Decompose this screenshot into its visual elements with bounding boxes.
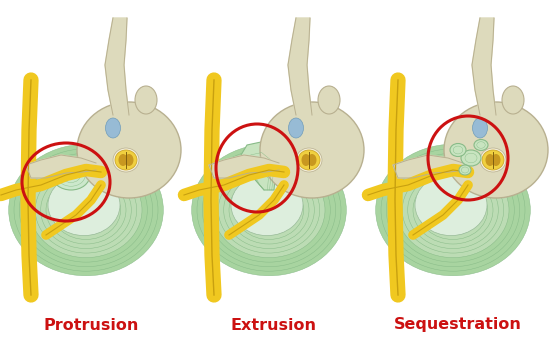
Ellipse shape <box>450 208 455 212</box>
Ellipse shape <box>78 203 94 217</box>
Ellipse shape <box>459 165 471 175</box>
Ellipse shape <box>240 185 298 235</box>
Ellipse shape <box>502 86 524 114</box>
Ellipse shape <box>9 144 163 276</box>
Ellipse shape <box>261 203 277 217</box>
Ellipse shape <box>307 154 316 166</box>
Ellipse shape <box>419 180 488 239</box>
Ellipse shape <box>113 148 139 172</box>
Ellipse shape <box>301 154 311 166</box>
Ellipse shape <box>486 154 494 166</box>
Ellipse shape <box>213 162 325 258</box>
Ellipse shape <box>376 144 530 276</box>
Text: Protrusion: Protrusion <box>43 317 139 333</box>
Ellipse shape <box>106 118 120 138</box>
Ellipse shape <box>245 190 293 230</box>
Polygon shape <box>26 155 96 178</box>
Ellipse shape <box>135 86 157 114</box>
Ellipse shape <box>191 144 346 276</box>
Ellipse shape <box>434 194 472 226</box>
Ellipse shape <box>439 199 466 221</box>
Ellipse shape <box>474 139 488 150</box>
Ellipse shape <box>266 208 272 212</box>
Polygon shape <box>241 142 277 190</box>
Ellipse shape <box>52 160 90 190</box>
Ellipse shape <box>30 162 142 258</box>
Ellipse shape <box>491 157 496 164</box>
Ellipse shape <box>124 157 129 164</box>
Ellipse shape <box>450 144 466 157</box>
Ellipse shape <box>73 199 100 221</box>
Ellipse shape <box>260 102 364 198</box>
Ellipse shape <box>424 185 482 235</box>
Ellipse shape <box>413 176 493 244</box>
Ellipse shape <box>461 150 481 166</box>
Polygon shape <box>472 18 496 115</box>
Ellipse shape <box>231 175 303 236</box>
Ellipse shape <box>202 153 336 267</box>
Ellipse shape <box>41 171 131 248</box>
Ellipse shape <box>403 167 504 253</box>
Ellipse shape <box>19 153 153 267</box>
Ellipse shape <box>35 167 136 253</box>
Ellipse shape <box>229 176 309 244</box>
Ellipse shape <box>46 176 126 244</box>
Ellipse shape <box>397 162 509 258</box>
Ellipse shape <box>25 158 147 262</box>
Ellipse shape <box>408 171 498 248</box>
Ellipse shape <box>250 194 288 226</box>
Ellipse shape <box>256 199 282 221</box>
Ellipse shape <box>57 185 116 235</box>
Ellipse shape <box>296 148 322 172</box>
Ellipse shape <box>224 171 315 248</box>
Polygon shape <box>288 18 312 115</box>
Ellipse shape <box>482 150 504 170</box>
Ellipse shape <box>118 154 128 166</box>
Ellipse shape <box>14 149 158 271</box>
Ellipse shape <box>472 118 487 138</box>
Ellipse shape <box>234 180 304 239</box>
Polygon shape <box>393 155 463 178</box>
Ellipse shape <box>444 102 548 198</box>
Ellipse shape <box>124 154 134 166</box>
Ellipse shape <box>429 190 477 230</box>
Text: Sequestration: Sequestration <box>394 317 522 333</box>
Text: Extrusion: Extrusion <box>231 317 317 333</box>
Ellipse shape <box>84 208 89 212</box>
Ellipse shape <box>445 203 461 217</box>
Ellipse shape <box>218 167 320 253</box>
Ellipse shape <box>492 154 500 166</box>
Ellipse shape <box>392 158 514 262</box>
Ellipse shape <box>115 150 137 170</box>
Ellipse shape <box>208 158 331 262</box>
Ellipse shape <box>480 148 506 172</box>
Ellipse shape <box>48 175 120 236</box>
Ellipse shape <box>67 194 104 226</box>
Ellipse shape <box>197 149 341 271</box>
Ellipse shape <box>62 190 110 230</box>
Ellipse shape <box>318 86 340 114</box>
Ellipse shape <box>51 180 120 239</box>
Ellipse shape <box>415 175 487 236</box>
Ellipse shape <box>381 149 525 271</box>
Ellipse shape <box>298 150 320 170</box>
Ellipse shape <box>306 157 311 164</box>
Polygon shape <box>105 18 129 115</box>
Polygon shape <box>209 155 279 178</box>
Ellipse shape <box>386 153 520 267</box>
Ellipse shape <box>77 102 181 198</box>
Ellipse shape <box>289 118 304 138</box>
